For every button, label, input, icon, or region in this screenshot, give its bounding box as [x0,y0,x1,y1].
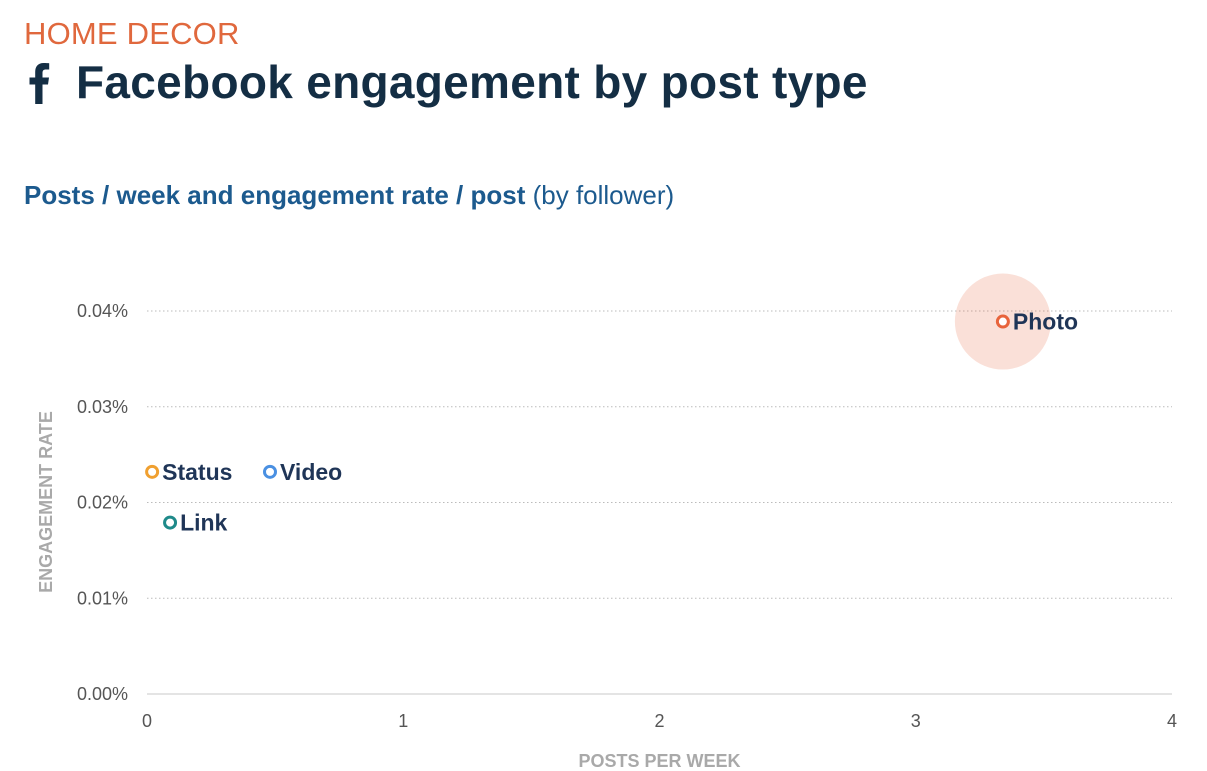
x-tick-label: 0 [142,711,152,731]
data-point [995,314,1010,329]
x-tick-label: 2 [654,711,664,731]
subtitle-qualifier: (by follower) [525,180,675,210]
data-point [145,464,160,479]
point-label: Photo [1013,309,1078,335]
y-tick-label: 0.01% [77,588,128,608]
x-tick-label: 1 [398,711,408,731]
subtitle-main: Posts / week and engagement rate / post [24,180,526,210]
point-label: Link [180,510,227,536]
title-row: Facebook engagement by post type [24,52,868,112]
y-tick-label: 0.03% [77,397,128,417]
category-label: HOME DECOR [24,16,240,51]
data-point [163,515,178,530]
x-axis-title: POSTS PER WEEK [578,751,740,771]
y-tick-label: 0.00% [77,684,128,704]
facebook-icon [24,58,54,106]
y-tick-label: 0.04% [77,301,128,321]
x-tick-label: 3 [911,711,921,731]
chart-title: Facebook engagement by post type [76,56,868,108]
data-point [263,464,277,479]
point-label: Video [280,459,342,485]
y-axis-title: ENGAGEMENT RATE [36,411,56,593]
point-label: Status [162,459,232,485]
x-tick-label: 4 [1167,711,1177,731]
chart-subtitle: Posts / week and engagement rate / post … [24,180,674,211]
y-tick-label: 0.02% [77,493,128,513]
